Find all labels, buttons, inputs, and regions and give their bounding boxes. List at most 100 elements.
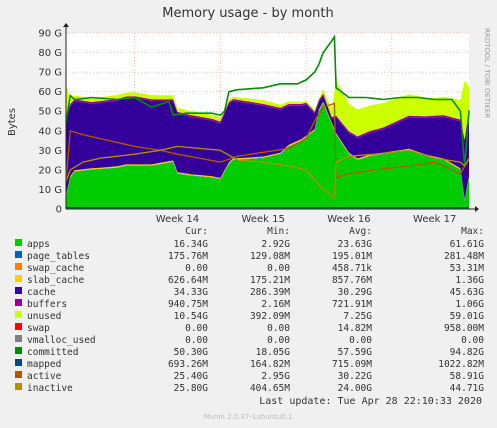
- x-tick-label: Week 16: [327, 214, 370, 225]
- legend-name: cache: [27, 287, 56, 298]
- legend-max: 1022.82M: [438, 359, 484, 370]
- legend-swatch-swap: [15, 323, 22, 330]
- legend-name: slab_cache: [27, 275, 84, 286]
- legend-min: 175.21M: [250, 275, 290, 286]
- legend-cur: 25.40G: [174, 371, 209, 382]
- legend-name: buffers: [27, 299, 67, 310]
- legend-cur: 0.00: [185, 323, 208, 334]
- y-tick-label: 50 G: [38, 107, 62, 118]
- line-series: [65, 34, 470, 209]
- y-tick-label: 0: [56, 205, 62, 216]
- legend-avg: 458.71k: [332, 263, 372, 274]
- legend-name: mapped: [27, 359, 61, 370]
- legend-name: swap: [27, 323, 50, 334]
- x-tick-label: Week 17: [413, 214, 456, 225]
- legend-header: Avg:: [349, 226, 372, 237]
- legend-avg: 7.25G: [343, 311, 372, 322]
- legend-avg: 857.76M: [332, 275, 372, 286]
- legend-swatch-cache: [15, 287, 22, 294]
- legend-swatch-apps: [15, 239, 22, 246]
- legend-cur: 693.26M: [168, 359, 208, 370]
- legend-name: active: [27, 371, 62, 382]
- legend-min: 2.92G: [261, 239, 290, 250]
- area-cache: [66, 95, 469, 200]
- legend-max: 44.71G: [450, 383, 485, 394]
- legend-min: 18.05G: [256, 347, 291, 358]
- y-tick-label: 30 G: [38, 146, 62, 157]
- legend-swatch-unused: [15, 311, 22, 318]
- legend-avg: 14.82M: [338, 323, 373, 334]
- legend-swatch-swap_cache: [15, 263, 22, 270]
- legend-avg: 0.00: [349, 335, 372, 346]
- legend-swatch-inactive: [15, 383, 22, 390]
- legend-table: Cur: Min: Avg: Max: apps 16.34G 2.92G 23.63G 61.…: [15, 226, 484, 394]
- legend-min: 129.08M: [250, 251, 290, 262]
- legend-max: 1.06G: [455, 299, 484, 310]
- legend-avg: 30.22G: [338, 371, 373, 382]
- legend-min: 404.65M: [250, 383, 290, 394]
- y-tick-label: 70 G: [38, 68, 62, 79]
- legend-name: apps: [27, 239, 50, 250]
- legend-header: Cur:: [185, 226, 208, 237]
- x-tick-label: Week 14: [156, 214, 199, 225]
- legend-min: 0.00: [267, 263, 290, 274]
- legend-max: 45.63G: [450, 287, 485, 298]
- area-apps: [66, 103, 469, 209]
- y-tick-label: 40 G: [38, 126, 62, 137]
- legend-name: page_tables: [27, 251, 90, 262]
- legend-swatch-mapped: [15, 359, 22, 366]
- legend-swatch-buffers: [15, 299, 22, 306]
- line-inactive: [65, 145, 470, 199]
- y-tick-label: 10 G: [38, 185, 62, 196]
- munin-version: Munin 2.0.37-1ubuntu0.1: [204, 413, 293, 421]
- legend-cur: 50.30G: [174, 347, 209, 358]
- x-tick-label: Week 15: [242, 214, 285, 225]
- legend-cur: 10.54G: [174, 311, 209, 322]
- legend-min: 2.95G: [261, 371, 290, 382]
- legend-avg: 721.91M: [332, 299, 372, 310]
- legend-swatch-page_tables: [15, 251, 22, 258]
- legend-cur: 0.00: [185, 335, 208, 346]
- legend-cur: 626.64M: [168, 275, 208, 286]
- legend-min: 2.16M: [261, 299, 290, 310]
- chart-title: Memory usage - by month: [162, 6, 333, 21]
- legend-max: 1.36G: [455, 275, 484, 286]
- legend-max: 0.00: [461, 335, 484, 346]
- legend-avg: 30.29G: [338, 287, 373, 298]
- line-committed: [65, 34, 470, 167]
- legend-max: 958.00M: [444, 323, 484, 334]
- legend-max: 94.82G: [450, 347, 485, 358]
- legend-min: 392.09M: [250, 311, 290, 322]
- legend-max: 58.91G: [450, 371, 485, 382]
- legend-avg: 23.63G: [338, 239, 373, 250]
- y-tick-label: 80 G: [38, 48, 62, 59]
- legend-min: 286.39M: [250, 287, 290, 298]
- legend-max: 281.48M: [444, 251, 484, 262]
- area-unused: [66, 80, 469, 140]
- x-axis-arrow: [475, 206, 479, 212]
- legend-name: vmalloc_used: [27, 335, 96, 346]
- y-axis-label: Bytes: [7, 108, 18, 136]
- legend-name: committed: [27, 347, 78, 358]
- y-tick-label: 60 G: [38, 87, 62, 98]
- legend-avg: 24.00G: [338, 383, 373, 394]
- legend-max: 59.01G: [450, 311, 485, 322]
- legend-name: inactive: [27, 383, 73, 394]
- last-update: Last update: Tue Apr 28 22:10:33 2020: [259, 396, 482, 407]
- legend-max: 53.31M: [450, 263, 485, 274]
- legend-name: unused: [27, 311, 61, 322]
- legend-swatch-vmalloc_used: [15, 335, 22, 342]
- legend-cur: 175.76M: [168, 251, 208, 262]
- legend-cur: 16.34G: [174, 239, 209, 250]
- legend-min: 0.00: [267, 323, 290, 334]
- legend-swatch-active: [15, 371, 22, 378]
- legend-min: 0.00: [267, 335, 290, 346]
- legend-header: Min:: [267, 226, 290, 237]
- legend-swatch-committed: [15, 347, 22, 354]
- legend-cur: 34.33G: [174, 287, 209, 298]
- legend-header: Max:: [461, 226, 484, 237]
- legend-avg: 57.59G: [338, 347, 373, 358]
- legend-min: 164.82M: [250, 359, 290, 370]
